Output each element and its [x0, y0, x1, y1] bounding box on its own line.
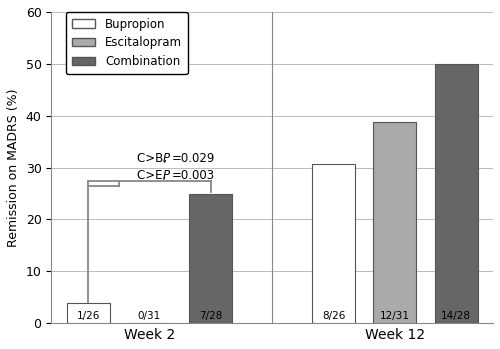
Text: 1/26: 1/26 — [76, 311, 100, 321]
Legend: Bupropion, Escitalopram, Combination: Bupropion, Escitalopram, Combination — [66, 12, 188, 74]
Bar — [312, 164, 355, 323]
Text: C>B,: C>B, — [137, 152, 171, 165]
Text: P: P — [163, 152, 170, 165]
Bar — [190, 193, 232, 323]
Text: 8/26: 8/26 — [322, 311, 345, 321]
Bar — [435, 64, 478, 323]
Text: C>E,: C>E, — [137, 169, 170, 182]
Text: 0/31: 0/31 — [138, 311, 161, 321]
Text: 12/31: 12/31 — [380, 311, 410, 321]
Bar — [374, 122, 416, 323]
Text: P: P — [163, 169, 170, 182]
Bar — [66, 303, 110, 323]
Y-axis label: Remission on MADRS (%): Remission on MADRS (%) — [7, 88, 20, 247]
Text: =0.003: =0.003 — [172, 169, 215, 182]
Text: 14/28: 14/28 — [441, 311, 471, 321]
Text: 7/28: 7/28 — [199, 311, 222, 321]
Text: =0.029: =0.029 — [172, 152, 216, 165]
